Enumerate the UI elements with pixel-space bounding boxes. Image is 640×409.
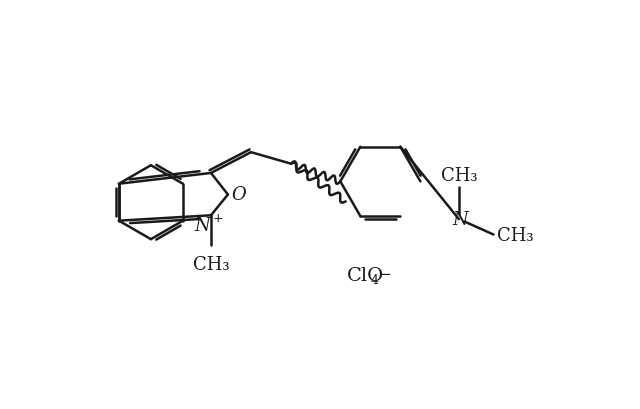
Text: +: +: [212, 211, 223, 224]
Text: CH₃: CH₃: [193, 256, 229, 274]
Text: CH₃: CH₃: [441, 166, 477, 184]
Text: N: N: [195, 216, 210, 234]
Text: 4: 4: [371, 273, 378, 286]
Text: O: O: [231, 186, 246, 204]
Text: CH₃: CH₃: [497, 226, 533, 244]
Text: ClO: ClO: [348, 267, 385, 285]
Text: N: N: [452, 211, 468, 229]
Text: −: −: [378, 266, 391, 281]
